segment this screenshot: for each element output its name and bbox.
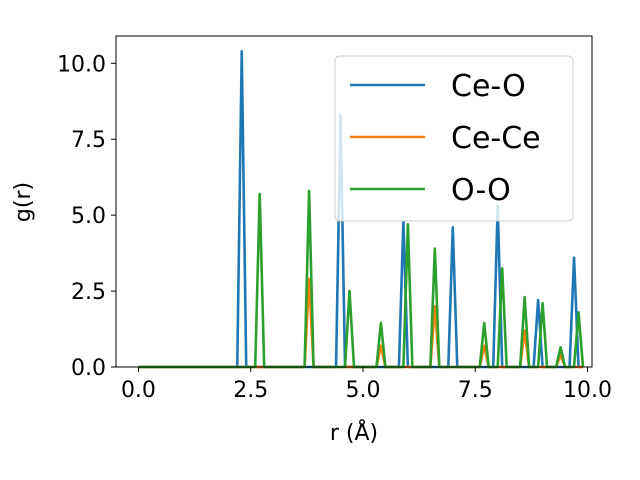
x-tick-label: 0.0 <box>121 378 156 403</box>
legend: Ce-O Ce-Ce O-O <box>334 55 574 222</box>
x-tick-label: 2.5 <box>233 378 268 403</box>
plot-frame <box>115 35 593 368</box>
legend-label-ce-o: Ce-O <box>451 69 526 104</box>
y-tick-label: 2.5 <box>71 280 106 305</box>
y-tick-label: 5.0 <box>71 204 106 229</box>
ticks-layer: 0.0 2.5 5.0 7.5 10.0 0.0 2.5 5.0 7.5 10.0 <box>57 52 612 403</box>
legend-box <box>334 55 574 222</box>
x-tick-label: 7.5 <box>458 378 493 403</box>
series-line-ce-ce <box>138 277 584 369</box>
legend-label-ce-ce: Ce-Ce <box>451 121 541 156</box>
x-tick-label: 5.0 <box>345 378 380 403</box>
y-axis-label: g(r) <box>11 182 36 222</box>
y-tick-label: 10.0 <box>57 52 106 77</box>
legend-label-o-o: O-O <box>451 173 511 208</box>
x-axis-label: r (Å) <box>330 419 378 446</box>
x-tick-label: 10.0 <box>563 378 612 403</box>
y-tick-label: 0.0 <box>71 356 106 381</box>
y-tick-label: 7.5 <box>71 128 106 153</box>
